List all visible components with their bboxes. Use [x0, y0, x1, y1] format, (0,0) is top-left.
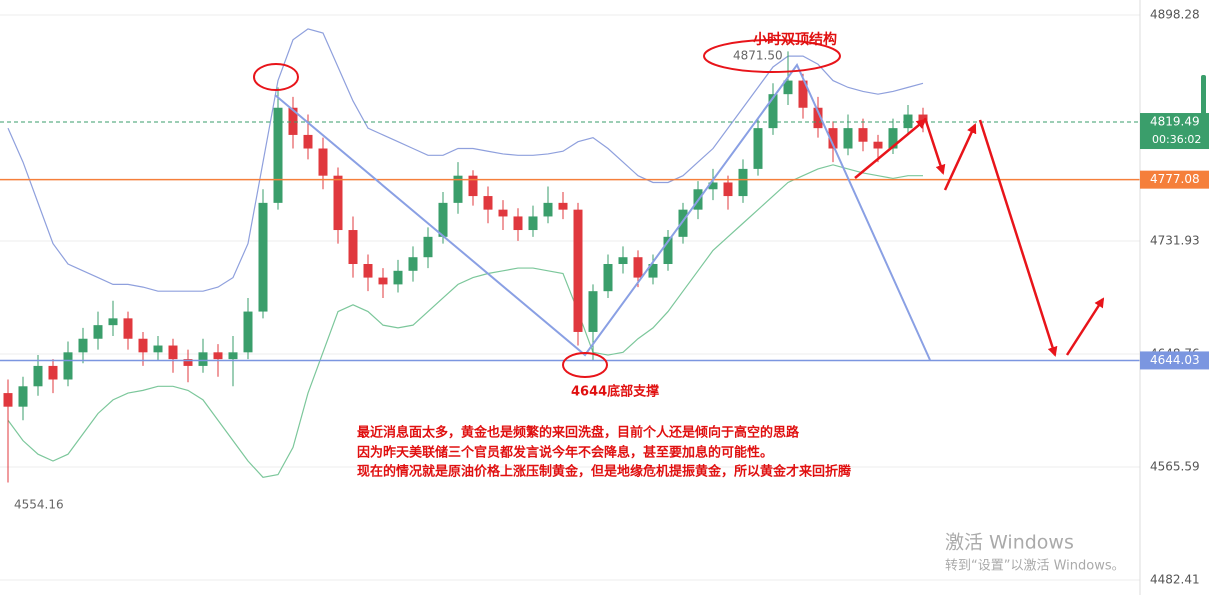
candle-body	[813, 107, 823, 129]
candle-body	[858, 128, 868, 142]
price-label: 4777.08	[1150, 172, 1200, 186]
low-label: 4554.16	[14, 498, 64, 512]
candle-body	[483, 196, 493, 210]
candle-body	[228, 352, 238, 360]
scrollbar	[1201, 75, 1206, 120]
candle-body	[198, 352, 208, 366]
candle-body	[258, 202, 268, 312]
candle-body	[843, 128, 853, 149]
price-box	[1140, 170, 1209, 189]
candle-body	[183, 359, 193, 366]
arrows	[854, 117, 1105, 357]
candle-body	[873, 141, 883, 149]
trend-lines	[274, 63, 931, 361]
candle-body	[633, 257, 643, 278]
support-label: 4644底部支撑	[571, 384, 659, 400]
bands	[7, 28, 924, 478]
candle-body	[138, 338, 148, 353]
note: 最近消息面太多，黄金也是频繁的来回洗盘，目前个人还是倾向于高空的思路	[357, 425, 800, 441]
watermark-subtitle: 转到“设置”以激活 Windows。	[945, 559, 1125, 574]
candles	[3, 51, 928, 483]
candle-body	[918, 114, 928, 123]
band-line	[7, 164, 923, 478]
candle-body	[63, 352, 73, 380]
candle-body	[213, 352, 223, 360]
circle	[703, 39, 841, 73]
candle-body	[363, 264, 373, 278]
candle-body	[738, 168, 748, 197]
candle-body	[78, 338, 88, 353]
candle-body	[348, 230, 358, 265]
candle-body	[408, 257, 418, 271]
candle-body	[318, 148, 328, 176]
note: 现在的情况就是原油价格上涨压制黄金，但是地缘危机提振黄金，所以黄金才来回折腾	[357, 464, 852, 480]
grid	[0, 14, 1140, 581]
note: 因为昨天美联储三个官员都发言说今年不会降息，甚至要加息的可能性。	[357, 445, 773, 461]
candle-body	[153, 345, 163, 353]
price-label: 4644.03	[1150, 353, 1200, 367]
candle-body	[468, 175, 478, 197]
candle-body	[708, 182, 718, 190]
watermark-title: 激活 Windows	[945, 532, 1074, 554]
candle-body	[543, 202, 553, 217]
candle-body	[108, 318, 118, 326]
countdown: 00:36:02	[1152, 133, 1201, 146]
candle-body	[453, 175, 463, 203]
annotation-title: 小时双顶结构	[753, 31, 837, 48]
candle-body	[438, 202, 448, 237]
candle-body	[528, 216, 538, 231]
price-box	[1140, 113, 1209, 150]
circle	[253, 63, 299, 91]
candle-body	[303, 134, 313, 149]
candle-body	[393, 270, 403, 285]
candle-body	[678, 209, 688, 237]
candle-body	[783, 80, 793, 95]
candle-body	[168, 345, 178, 360]
candle-body	[48, 365, 58, 380]
candle-body	[768, 94, 778, 129]
candle-body	[33, 365, 43, 387]
price-box	[1140, 351, 1209, 370]
candle-body	[723, 182, 733, 197]
candle-body	[753, 128, 763, 169]
candle-body	[903, 114, 913, 129]
candle-body	[18, 386, 28, 407]
candle-body	[558, 202, 568, 210]
candle-body	[603, 264, 613, 292]
candle-body	[243, 311, 253, 353]
candle-body	[648, 264, 658, 278]
circle	[562, 352, 608, 378]
candle-body	[288, 107, 298, 135]
y-tick-label: 4565.59	[1150, 460, 1200, 474]
candle-body	[513, 216, 523, 231]
candle-body	[423, 236, 433, 258]
candle-body	[498, 209, 508, 217]
candle-body	[888, 128, 898, 149]
candle-body	[378, 277, 388, 285]
candle-body	[93, 325, 103, 339]
candle-body	[798, 80, 808, 108]
drawings	[253, 39, 1105, 378]
y-tick-label: 4898.28	[1150, 7, 1200, 21]
candle-body	[573, 209, 583, 332]
band-line	[7, 28, 924, 292]
candle-body	[828, 128, 838, 149]
candle-body	[333, 175, 343, 231]
y-tick-label: 4482.41	[1150, 573, 1200, 587]
candle-body	[273, 107, 283, 203]
high-label: 4871.50	[733, 49, 783, 63]
candle-body	[663, 236, 673, 265]
y-tick-label: 4731.93	[1150, 234, 1200, 248]
price-label: 4819.49	[1150, 115, 1200, 129]
candle-body	[123, 318, 133, 339]
candle-body	[588, 291, 598, 332]
candle-body	[618, 257, 628, 265]
candle-body	[3, 393, 13, 407]
